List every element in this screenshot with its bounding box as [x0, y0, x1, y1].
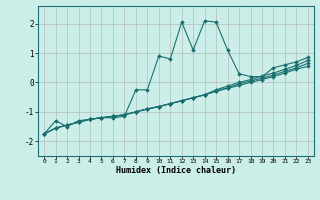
- X-axis label: Humidex (Indice chaleur): Humidex (Indice chaleur): [116, 166, 236, 175]
